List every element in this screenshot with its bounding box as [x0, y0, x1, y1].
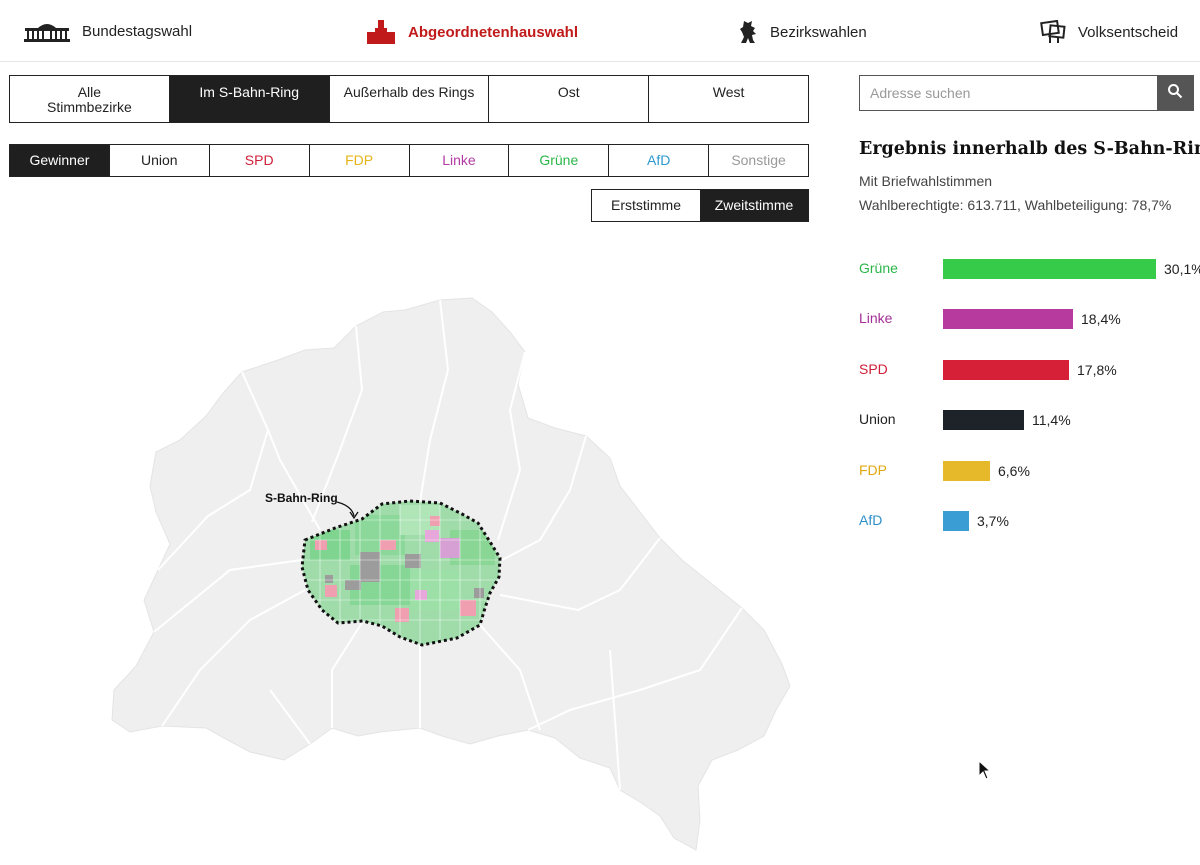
bar	[943, 410, 1024, 431]
tab-fdp[interactable]: FDP	[310, 145, 410, 176]
nav-label: Bundestagswahl	[82, 22, 193, 40]
bar-value-label: 30,1%	[1164, 261, 1200, 277]
bar-party-label: Linke	[859, 310, 893, 327]
bar-party-label: AfD	[859, 511, 883, 528]
top-navigation: Bundestagswahl Abgeordnetenhauswahl Bezi…	[0, 0, 1200, 62]
tab-sonstige[interactable]: Sonstige	[731, 152, 786, 168]
ring-label-arrow	[336, 501, 355, 517]
results-title: Ergebnis innerhalb des S-Bahn-Rings	[859, 139, 1200, 159]
party-tabs: Gewinner Union SPD FDP Linke Grüne AfD S…	[9, 144, 809, 177]
bar-value-label: 3,7%	[977, 512, 1009, 529]
bar-value-label: 6,6%	[998, 462, 1030, 479]
tab-afd[interactable]: AfD	[609, 145, 710, 176]
search-icon	[1167, 83, 1183, 104]
bar-row: AfD 3,7%	[859, 501, 1200, 551]
tab-west[interactable]: West	[712, 84, 745, 100]
nav-item-volksentscheid[interactable]: Volksentscheid	[1040, 20, 1178, 44]
results-stats: Wahlberechtigte: 613.711, Wahlbeteiligun…	[859, 197, 1172, 213]
vote-type-toggle: Erststimme Zweitstimme	[591, 189, 809, 222]
s-bahn-ring-outline	[300, 499, 502, 647]
search-input[interactable]	[860, 76, 1158, 110]
berlin-map[interactable]: S-Bahn-Ring	[100, 290, 800, 860]
bar-party-label: FDP	[859, 461, 887, 478]
bar-value-label: 17,8%	[1077, 361, 1117, 378]
protest-sign-icon	[1040, 20, 1066, 44]
tower-icon	[366, 20, 396, 44]
nav-label: Volksentscheid	[1078, 23, 1179, 41]
bar-row: SPD 17,8%	[859, 350, 1200, 400]
tab-spd[interactable]: SPD	[210, 145, 310, 176]
bar	[943, 510, 969, 531]
bar-row: FDP 6,6%	[859, 451, 1200, 501]
tab-im-s-bahn-ring[interactable]: Im S-Bahn-Ring	[169, 76, 330, 122]
tab-gruene[interactable]: Grüne	[509, 145, 610, 176]
tab-linke[interactable]: Linke	[410, 145, 510, 176]
bar-party-label: SPD	[859, 360, 888, 377]
results-subtitle: Mit Briefwahlstimmen	[859, 173, 993, 189]
inner-ring-districts	[302, 501, 500, 645]
tab-zweitstimme[interactable]: Zweitstimme	[700, 190, 808, 221]
bar	[943, 460, 990, 481]
bar	[943, 359, 1069, 380]
address-search	[859, 75, 1194, 111]
bar-row: Grüne 30,1%	[859, 249, 1200, 299]
tab-gewinner[interactable]: Gewinner	[10, 145, 110, 176]
bar-row: Linke 18,4%	[859, 299, 1200, 349]
reichstag-icon	[24, 20, 70, 42]
bar	[943, 259, 1156, 279]
nav-label: Bezirkswahlen	[770, 23, 867, 41]
bear-icon	[738, 20, 758, 44]
bar-value-label: 11,4%	[1032, 412, 1071, 429]
district-boundaries	[153, 299, 743, 791]
mouse-cursor-icon	[978, 759, 992, 785]
tab-ost[interactable]: Ost	[489, 76, 650, 122]
bar-party-label: Union	[859, 411, 896, 428]
nav-label: Abgeordnetenhauswahl	[408, 23, 579, 41]
ring-label: S-Bahn-Ring	[265, 491, 338, 505]
region-tabs: Alle Stimmbezirke Im S-Bahn-Ring Außerhal…	[9, 75, 809, 123]
bar-party-label: Grüne	[859, 260, 898, 276]
tab-ausserhalb-des-rings[interactable]: Außerhalb des Rings	[330, 76, 490, 122]
results-bar-chart: Grüne 30,1% Linke 18,4% SPD 17,8% Union 11,4% FD…	[859, 249, 1200, 551]
search-button[interactable]	[1157, 76, 1193, 110]
tab-erststimme[interactable]: Erststimme	[611, 197, 681, 213]
nav-item-bundestagswahl[interactable]: Bundestagswahl	[24, 20, 192, 42]
tab-union[interactable]: Union	[110, 145, 210, 176]
bar-row: Union 11,4%	[859, 400, 1200, 450]
nav-item-abgeordnetenhauswahl[interactable]: Abgeordnetenhauswahl	[366, 20, 578, 44]
bar-value-label: 18,4%	[1081, 311, 1121, 328]
tab-alle-stimmbezirke[interactable]: Alle Stimmbezirke	[10, 76, 170, 122]
nav-item-bezirkswahlen[interactable]: Bezirkswahlen	[738, 20, 867, 44]
bar	[943, 309, 1073, 330]
